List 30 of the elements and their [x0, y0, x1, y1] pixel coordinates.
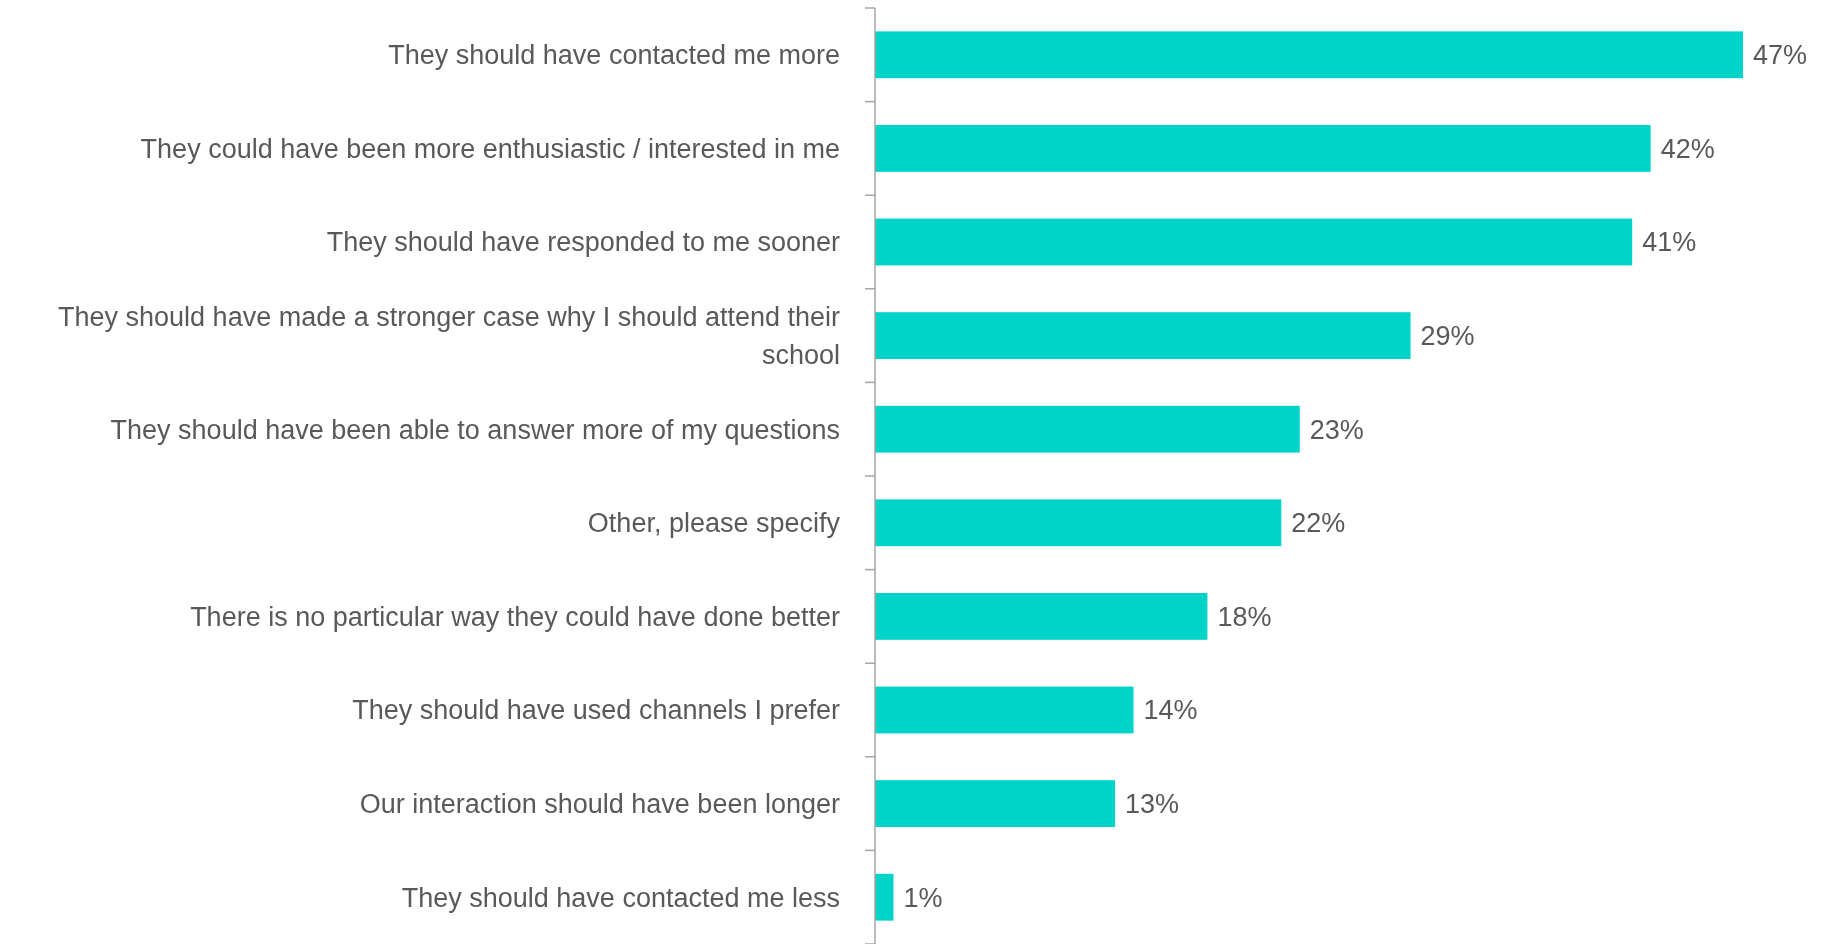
data-label: 22%: [1291, 508, 1346, 539]
data-label: 42%: [1660, 133, 1715, 164]
bar: [875, 31, 1743, 79]
data-label: 41%: [1642, 227, 1697, 258]
bar: [875, 405, 1300, 453]
bar: [875, 218, 1633, 266]
bar: [875, 312, 1411, 359]
y-tick-label: They could have been more enthusiastic / interested in me: [140, 133, 840, 164]
data-label: 23%: [1309, 414, 1364, 445]
data-label: 13%: [1125, 789, 1180, 820]
y-tick-label: Our interaction should have been longer: [359, 789, 840, 820]
bar: [875, 593, 1208, 640]
data-label: 14%: [1143, 695, 1198, 726]
y-tick-label: They should have been able to answer more of my questions: [110, 414, 840, 445]
data-label: 18%: [1217, 601, 1272, 632]
y-tick-label: There is no particular way they could have done better: [190, 601, 841, 632]
y-tick-label: They should have contacted me more: [388, 40, 840, 71]
data-label: 29%: [1420, 321, 1475, 352]
bar: [875, 686, 1134, 734]
y-tick-label: They should have made a stronger case why I should attend their school: [58, 302, 840, 371]
y-tick-label: They should have contacted me less: [401, 882, 840, 913]
y-tick-label: Other, please specify: [587, 508, 841, 539]
y-tick-label: They should have used channels I prefer: [352, 695, 840, 726]
y-tick-label: They should have responded to me sooner: [326, 227, 840, 258]
bar: [875, 499, 1282, 547]
bar: [875, 780, 1116, 827]
data-label: 47%: [1753, 40, 1808, 71]
data-label: 1%: [903, 882, 943, 913]
bar: [875, 873, 894, 921]
bar: [875, 125, 1651, 172]
